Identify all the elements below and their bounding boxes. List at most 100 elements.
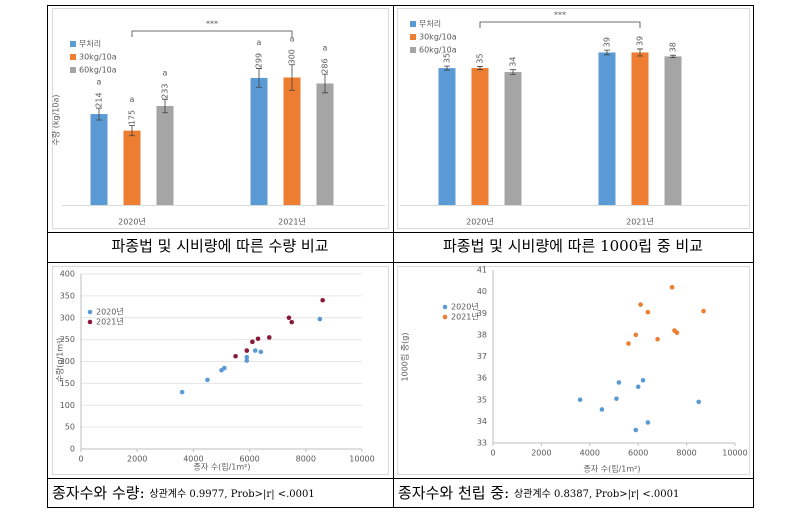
- point: [289, 319, 295, 325]
- point: [244, 354, 250, 360]
- point: [614, 396, 619, 401]
- letter-label: a: [163, 69, 168, 78]
- significance: ***: [206, 20, 218, 29]
- bar: [598, 52, 616, 205]
- significance: ***: [554, 11, 566, 20]
- point: [317, 316, 323, 322]
- y-tick-label: 36: [477, 374, 487, 383]
- y-tick-label: 41: [477, 266, 487, 275]
- point: [669, 285, 675, 290]
- x-axis-label: 종자 수(립/1m²): [193, 463, 250, 472]
- x-tick-label: 8000: [296, 455, 316, 464]
- point: [645, 420, 651, 425]
- x-tick-label: 2021년: [626, 217, 654, 227]
- value-label: 34: [509, 57, 518, 67]
- point: [640, 377, 646, 383]
- value-label: 214: [95, 92, 104, 107]
- caption: 종자수와 수량: 상관계수 0.9977, Prob>|r| <.0001: [52, 484, 315, 502]
- legend-swatch: [70, 41, 76, 47]
- error-bar: [444, 65, 450, 71]
- caption: 종자수와 천립 중: 상관계수 0.8387, Prob>|r| <.0001: [398, 484, 679, 502]
- value-label: 35: [476, 53, 485, 63]
- point: [258, 349, 264, 355]
- point: [244, 358, 250, 363]
- caption-stats: 상관계수 0.8387, Prob>|r| <.0001: [514, 488, 679, 500]
- bar: [123, 130, 141, 205]
- x-tick-label: 2020년: [118, 217, 146, 227]
- point: [655, 336, 660, 342]
- letter-label: a: [97, 78, 102, 87]
- y-tick-label: 150: [60, 379, 75, 388]
- legend-swatch: [410, 34, 416, 40]
- legend-marker: [87, 309, 93, 315]
- point: [645, 309, 651, 315]
- y-tick-label: 0: [70, 445, 75, 454]
- point: [616, 380, 622, 385]
- caption-main: 종자수와 수량:: [52, 484, 145, 502]
- y-axis-label: 수량(g/1m²): [55, 338, 65, 383]
- y-tick-label: 100: [60, 401, 75, 410]
- y-axis-label: 수량 (kg/10a): [51, 95, 61, 146]
- y-tick-label: 33: [477, 439, 487, 448]
- x-tick-label: 10000: [722, 449, 747, 458]
- point: [626, 341, 631, 346]
- x-tick-label: 4000: [580, 449, 600, 458]
- x-axis-label: 종자 수(립/1m²): [583, 465, 640, 474]
- legend-swatch: [410, 21, 416, 27]
- point: [222, 365, 227, 371]
- significance-bracket: [479, 21, 641, 28]
- y-tick-label: 250: [60, 335, 75, 344]
- x-tick-label: 4000: [183, 455, 203, 464]
- caption: 파종법 및 시비량에 따른 수량 비교: [111, 237, 328, 255]
- letter-label: a: [130, 95, 135, 104]
- x-tick-label: 2000: [127, 455, 147, 464]
- point: [255, 336, 261, 342]
- error-bar: [289, 64, 295, 91]
- legend-label: 30kg/10a: [419, 33, 457, 42]
- legend-marker: [442, 304, 448, 310]
- bar: [90, 114, 108, 205]
- error-bar: [604, 49, 610, 56]
- point: [205, 377, 210, 383]
- value-label: 39: [636, 36, 645, 46]
- letter-label: a: [257, 38, 262, 47]
- point: [599, 407, 605, 412]
- point: [286, 315, 292, 321]
- bar: [250, 77, 268, 205]
- point: [635, 384, 641, 390]
- legend-label: 2020년: [96, 307, 124, 317]
- point: [179, 389, 185, 395]
- value-label: 300: [288, 49, 297, 64]
- legend-label: 2021년: [96, 317, 124, 327]
- y-tick-label: 50: [65, 423, 75, 432]
- point: [233, 353, 238, 359]
- point: [701, 308, 706, 314]
- x-tick-label: 2000: [531, 449, 551, 458]
- point: [696, 399, 701, 405]
- y-tick-label: 35: [477, 395, 487, 404]
- table-border: [47, 5, 754, 508]
- legend-swatch: [410, 47, 416, 53]
- y-tick-label: 40: [477, 287, 487, 296]
- value-label: 233: [161, 84, 170, 99]
- x-tick-label: 6000: [239, 455, 259, 464]
- bar: [156, 105, 174, 205]
- chart-frames: [52, 8, 750, 475]
- point: [244, 348, 250, 353]
- letter-label: a: [323, 44, 328, 53]
- y-tick-label: 400: [60, 270, 75, 279]
- bar: [631, 52, 649, 205]
- point: [633, 427, 639, 433]
- x-tick-label: 2021년: [278, 217, 306, 227]
- value-label: 299: [255, 53, 264, 68]
- bar: [283, 77, 301, 205]
- error-bar: [162, 98, 168, 114]
- y-tick-label: 39: [477, 309, 487, 318]
- bar: [664, 56, 682, 205]
- error-bar: [129, 125, 135, 137]
- legend-label: 60kg/10a: [419, 46, 457, 55]
- x-tick-label: 0: [490, 449, 495, 458]
- value-label: 39: [603, 37, 612, 47]
- y-axis-label: 1000립 중(g): [401, 333, 410, 382]
- legend-label: 60kg/10a: [79, 66, 117, 75]
